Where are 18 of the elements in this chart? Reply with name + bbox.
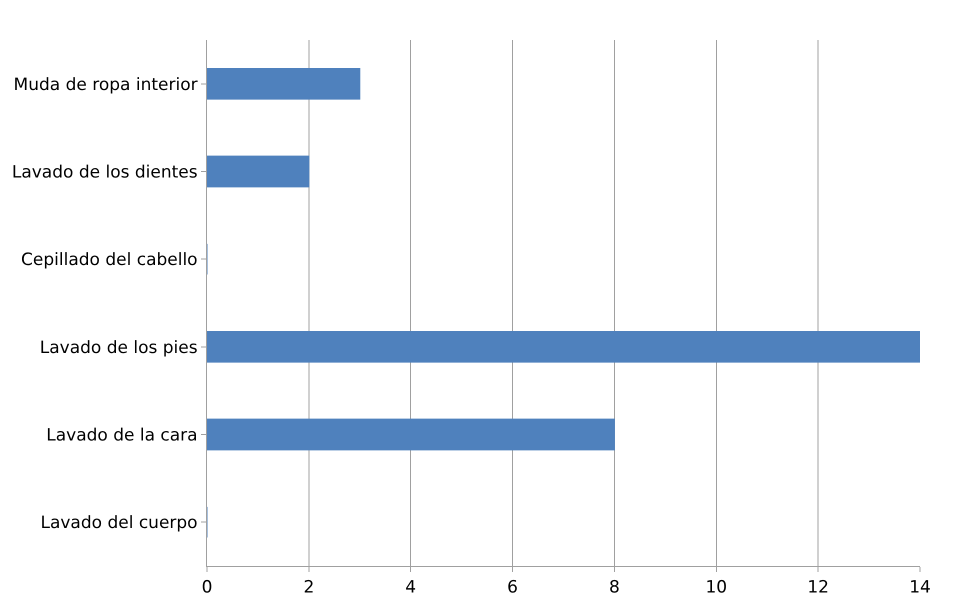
- x-tick-label: 8: [609, 577, 620, 598]
- y-tick-label: Lavado de la cara: [46, 425, 198, 446]
- x-tick-label: 4: [405, 577, 416, 598]
- y-tick-label: Cepillado del cabello: [21, 250, 198, 270]
- bar: [207, 68, 360, 100]
- y-tick-label: Lavado de los dientes: [12, 162, 198, 182]
- y-tick-label: Lavado de los pies: [40, 338, 198, 358]
- x-tick-label: 10: [705, 577, 728, 598]
- bar: [207, 156, 310, 188]
- x-tick-label: 2: [303, 577, 314, 598]
- x-tick-label: 12: [807, 577, 829, 598]
- x-tick-label: 14: [909, 577, 931, 598]
- bar: [207, 330, 920, 363]
- y-tick-label: Muda de ropa interior: [14, 74, 198, 95]
- bar: [207, 418, 615, 450]
- x-tick-label: 0: [202, 577, 212, 598]
- y-tick-label: Lavado del cuerpo: [40, 513, 198, 534]
- x-tick-label: 6: [507, 577, 518, 598]
